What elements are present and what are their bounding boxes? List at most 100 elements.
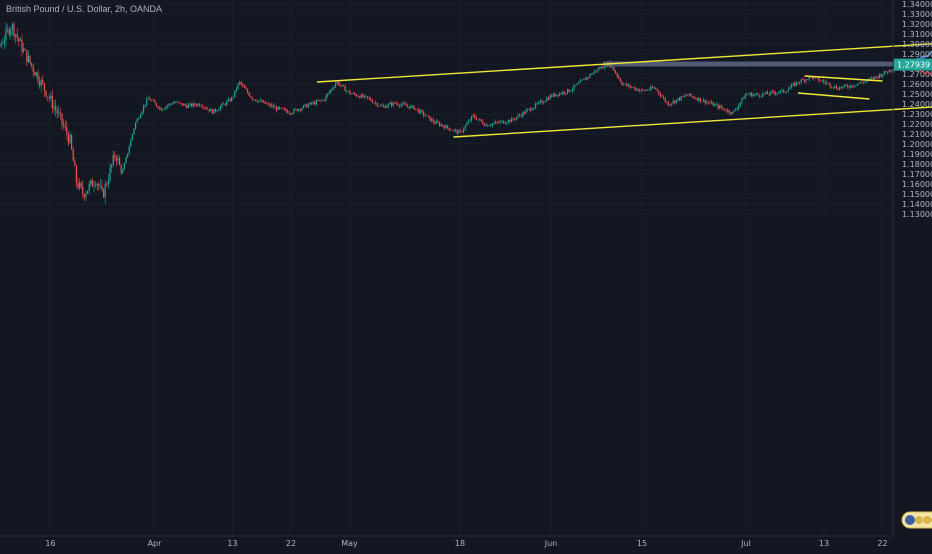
candle-body: [490, 125, 491, 126]
candle-body: [21, 39, 22, 51]
candle-body: [348, 91, 349, 92]
candle-body: [114, 155, 115, 157]
y-tick-label: 1.18000: [902, 160, 932, 169]
y-tick-label: 1.19000: [902, 150, 932, 159]
candle-body: [97, 184, 98, 185]
candle-body: [618, 76, 619, 78]
candle-body: [482, 121, 483, 124]
candle-body: [746, 94, 747, 95]
candle-body: [501, 121, 502, 122]
resistance-zone[interactable]: [603, 62, 932, 67]
candle-body: [365, 96, 366, 97]
candle-body: [325, 96, 326, 100]
candle-body: [380, 105, 381, 106]
candle-body: [629, 85, 630, 87]
candle-body: [146, 98, 147, 105]
candle-body: [247, 89, 248, 92]
candle-body: [468, 121, 469, 124]
candle-body: [82, 187, 83, 195]
candle-body: [306, 104, 307, 107]
candle-body: [545, 101, 546, 102]
candle-body: [604, 68, 605, 69]
candle-body: [885, 71, 886, 72]
candle-body: [188, 105, 189, 108]
candle-body: [183, 104, 184, 105]
candle-body: [546, 98, 547, 101]
candle-body: [465, 126, 466, 130]
candle-body: [687, 95, 688, 96]
candle-body: [34, 72, 35, 76]
coin-icon: [915, 516, 923, 524]
candle-body: [242, 84, 243, 85]
candle-body: [602, 67, 603, 68]
candle-body: [866, 81, 867, 82]
candle-body: [503, 121, 504, 123]
candle-body: [738, 105, 739, 108]
candle-body: [756, 94, 757, 95]
candle-body: [626, 84, 627, 86]
candle-body: [172, 104, 173, 105]
candle-body: [108, 181, 109, 185]
candle-body: [573, 85, 574, 89]
candle-body: [789, 87, 790, 89]
events-badge[interactable]: [902, 512, 932, 528]
candle-body: [588, 77, 589, 78]
candle-body: [666, 101, 667, 102]
candle-body: [372, 101, 373, 103]
candle-body: [805, 79, 806, 81]
candle-body: [164, 109, 165, 110]
candle-body: [399, 105, 400, 106]
candle-body: [76, 166, 77, 183]
candle-body: [796, 82, 797, 86]
candle-body: [661, 96, 662, 97]
candle-body: [74, 161, 75, 166]
candle-body: [129, 147, 130, 154]
candle-body: [210, 109, 211, 111]
candle-body: [769, 94, 770, 95]
candle-body: [53, 106, 54, 108]
candle-body: [847, 86, 848, 87]
candle-body: [285, 109, 286, 111]
candle-body: [194, 103, 195, 105]
candle-body: [825, 82, 826, 83]
candle-body: [263, 101, 264, 102]
candle-body: [748, 94, 749, 95]
candle-body: [516, 117, 517, 119]
candle-body: [788, 89, 789, 91]
candle-body: [519, 115, 520, 116]
candle-body: [525, 110, 526, 113]
symbol-title: British Pound / U.S. Dollar, 2h, OANDA: [6, 4, 162, 14]
candle-body: [341, 85, 342, 86]
candle-body: [109, 168, 110, 181]
candle-body: [412, 106, 413, 107]
candle-body: [143, 106, 144, 112]
candle-body: [386, 106, 387, 107]
candle-body: [549, 96, 550, 100]
candle-body: [613, 67, 614, 71]
candle-body: [434, 122, 435, 123]
y-tick-label: 1.27000: [902, 70, 932, 79]
candle-body: [58, 113, 59, 114]
candle-body: [455, 130, 456, 131]
y-tick-label: 1.20000: [902, 140, 932, 149]
candle-body: [823, 81, 824, 82]
y-tick-label: 1.32000: [902, 20, 932, 29]
candle-body: [669, 104, 670, 105]
candle-body: [287, 111, 288, 113]
candle-body: [292, 113, 293, 114]
candle-body: [98, 184, 99, 186]
candle-body: [303, 105, 304, 108]
candle-body: [44, 83, 45, 90]
candle-body: [567, 89, 568, 93]
candle-body: [463, 129, 464, 132]
candle-body: [132, 134, 133, 140]
candle-body: [135, 123, 136, 129]
candle-body: [269, 104, 270, 106]
candle-body: [105, 184, 106, 197]
candle-body: [173, 102, 174, 104]
candle-body: [7, 29, 8, 30]
candle-body: [101, 186, 102, 189]
candle-body: [79, 183, 80, 188]
